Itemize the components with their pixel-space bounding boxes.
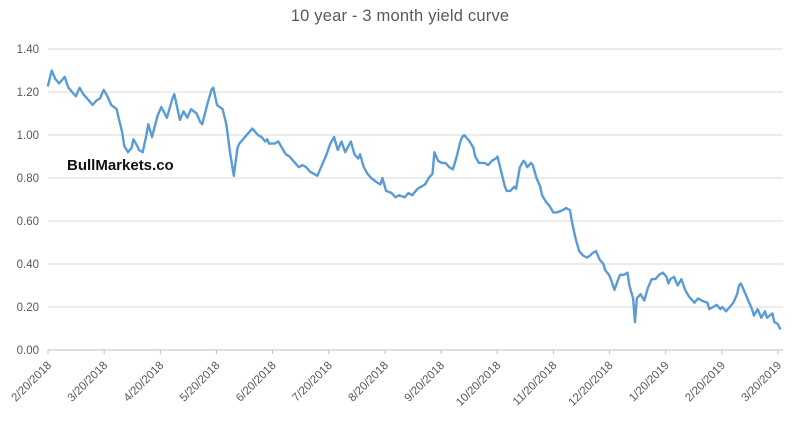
x-tick-label: 3/20/2018 bbox=[66, 360, 111, 405]
x-tick-label: 8/20/2018 bbox=[346, 360, 391, 405]
y-tick-label: 1.20 bbox=[17, 87, 39, 99]
x-tick-label: 2/20/2018 bbox=[9, 360, 54, 405]
x-tick-label: 1/20/2019 bbox=[627, 360, 672, 405]
y-tick-label: 0.20 bbox=[17, 302, 39, 314]
chart-title: 10 year - 3 month yield curve bbox=[290, 7, 510, 25]
x-tick-label: 7/20/2018 bbox=[290, 360, 335, 405]
x-tick-label: 4/20/2018 bbox=[122, 360, 167, 405]
y-tick-label: 0.80 bbox=[17, 173, 39, 185]
yield-curve-line bbox=[46, 69, 782, 330]
x-tick-label: 6/20/2018 bbox=[234, 360, 279, 405]
x-tick-label: 5/20/2018 bbox=[178, 360, 223, 405]
y-tick-label: 1.00 bbox=[17, 130, 39, 142]
x-tick-label: 9/20/2018 bbox=[403, 360, 448, 405]
y-tick-label: 0.40 bbox=[17, 259, 39, 271]
x-tick-label: 3/20/2019 bbox=[739, 360, 784, 405]
x-tick-label: 10/20/2018 bbox=[454, 360, 503, 409]
x-tick-label: 12/20/2018 bbox=[566, 360, 615, 409]
watermark: BullMarkets.co bbox=[67, 157, 174, 174]
x-tick-label: 2/20/2019 bbox=[683, 360, 728, 405]
x-tick-label: 11/20/2018 bbox=[511, 360, 560, 409]
y-tick-label: 1.40 bbox=[17, 44, 39, 56]
y-tick-label: 0.00 bbox=[17, 345, 39, 357]
y-tick-label: 0.60 bbox=[17, 216, 39, 228]
